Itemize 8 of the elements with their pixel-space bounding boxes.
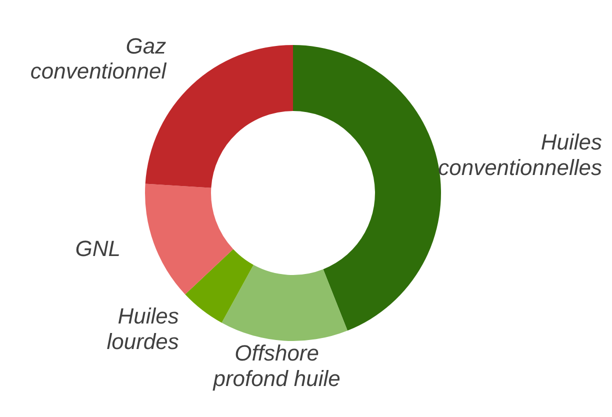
- slice-label: GNL: [75, 236, 121, 261]
- donut-slice: [145, 184, 234, 294]
- slice-label: Offshore profond huile: [212, 340, 340, 391]
- slice-label: Huiles lourdes: [106, 304, 179, 354]
- donut-slice: [222, 264, 348, 341]
- slice-label: Huiles conventionnelles: [438, 130, 602, 180]
- donut-slice: [185, 249, 254, 323]
- slice-label: Gaz conventionnel: [30, 33, 168, 84]
